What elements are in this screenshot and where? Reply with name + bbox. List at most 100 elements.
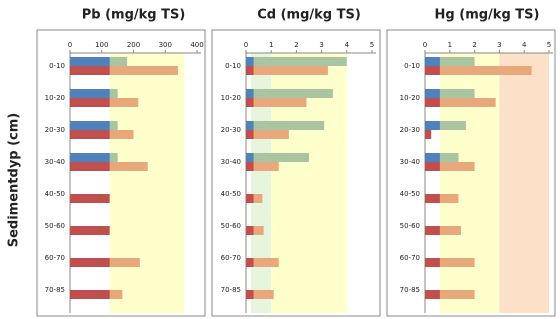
bar bbox=[246, 130, 289, 139]
x-tick-label: 1 bbox=[269, 41, 273, 49]
bar bbox=[425, 66, 440, 75]
bar bbox=[246, 258, 279, 267]
bar bbox=[425, 194, 459, 203]
bar bbox=[70, 194, 110, 203]
y-tick-label: 10-20 bbox=[400, 94, 420, 102]
y-tick-label: 60-70 bbox=[400, 254, 420, 262]
x-tick-label: 4 bbox=[522, 41, 527, 49]
bar bbox=[246, 226, 264, 235]
bar bbox=[425, 57, 475, 66]
y-tick-label: 70-85 bbox=[400, 286, 420, 294]
x-tick-label: 4 bbox=[345, 41, 350, 49]
y-tick-label: 0-10 bbox=[49, 62, 65, 70]
y-tick-label: 50-60 bbox=[221, 222, 241, 230]
bar bbox=[70, 162, 110, 171]
band bbox=[109, 53, 185, 313]
bar bbox=[425, 226, 461, 235]
bar bbox=[425, 162, 440, 171]
y-tick-label: 30-40 bbox=[45, 158, 65, 166]
x-tick-label: 300 bbox=[159, 41, 172, 49]
bar bbox=[425, 258, 440, 267]
x-tick-label: 2 bbox=[294, 41, 298, 49]
x-tick-label: 2 bbox=[472, 41, 476, 49]
bar bbox=[425, 89, 440, 98]
chart-title: Pb (mg/kg TS) bbox=[82, 8, 186, 23]
bar bbox=[425, 194, 440, 203]
bar bbox=[425, 98, 440, 107]
bar bbox=[70, 66, 178, 75]
y-tick-label: 30-40 bbox=[400, 158, 420, 166]
bar bbox=[70, 153, 110, 162]
y-tick-label: 60-70 bbox=[221, 254, 241, 262]
y-tick-label: 40-50 bbox=[400, 190, 420, 198]
bar bbox=[70, 258, 110, 267]
bar bbox=[70, 98, 110, 107]
bar bbox=[70, 66, 110, 75]
bar bbox=[425, 153, 459, 162]
bar bbox=[246, 89, 254, 98]
bar bbox=[425, 121, 466, 130]
y-tick-label: 60-70 bbox=[45, 254, 65, 262]
bar bbox=[246, 194, 263, 203]
bar bbox=[425, 130, 432, 139]
bar bbox=[70, 89, 110, 98]
bar bbox=[246, 153, 254, 162]
band bbox=[499, 53, 549, 313]
y-tick-label: 10-20 bbox=[45, 94, 65, 102]
y-tick-label: 20-30 bbox=[221, 126, 241, 134]
bar bbox=[425, 89, 475, 98]
bar bbox=[246, 57, 347, 66]
bar bbox=[425, 290, 440, 299]
y-axis-title: Sedimentdyp (cm) bbox=[7, 113, 22, 248]
bar bbox=[246, 153, 309, 162]
y-tick-label: 40-50 bbox=[45, 190, 65, 198]
y-tick-label: 70-85 bbox=[45, 286, 65, 294]
y-tick-label: 40-50 bbox=[221, 190, 241, 198]
bar bbox=[246, 121, 254, 130]
bar bbox=[246, 66, 328, 75]
y-tick-label: 10-20 bbox=[221, 94, 241, 102]
bar bbox=[425, 162, 475, 171]
x-tick-label: 400 bbox=[190, 41, 203, 49]
bar bbox=[425, 57, 440, 66]
bar bbox=[70, 130, 110, 139]
bar bbox=[246, 98, 254, 107]
x-tick-label: 200 bbox=[127, 41, 140, 49]
bar bbox=[246, 130, 254, 139]
bar bbox=[246, 57, 254, 66]
bar bbox=[70, 290, 110, 299]
x-tick-label: 3 bbox=[497, 41, 501, 49]
bar bbox=[246, 162, 279, 171]
y-tick-label: 0-10 bbox=[404, 62, 420, 70]
x-tick-label: 5 bbox=[370, 41, 374, 49]
bar bbox=[246, 66, 254, 75]
y-tick-label: 20-30 bbox=[400, 126, 420, 134]
x-tick-label: 0 bbox=[68, 41, 72, 49]
y-tick-label: 50-60 bbox=[45, 222, 65, 230]
y-tick-label: 70-85 bbox=[221, 286, 241, 294]
chart-title: Cd (mg/kg TS) bbox=[257, 8, 361, 23]
bar bbox=[246, 290, 274, 299]
bar bbox=[246, 89, 333, 98]
bar bbox=[246, 194, 254, 203]
band bbox=[251, 53, 272, 313]
bar bbox=[425, 226, 440, 235]
bar bbox=[246, 162, 254, 171]
x-tick-label: 0 bbox=[244, 41, 248, 49]
bar bbox=[70, 226, 110, 235]
bar bbox=[70, 121, 110, 130]
bar bbox=[425, 66, 532, 75]
bar bbox=[246, 226, 254, 235]
x-tick-label: 3 bbox=[319, 41, 323, 49]
bar bbox=[425, 153, 440, 162]
bar bbox=[425, 98, 496, 107]
chart-title: Hg (mg/kg TS) bbox=[435, 8, 540, 23]
bar bbox=[246, 290, 254, 299]
bar bbox=[246, 258, 254, 267]
x-tick-label: 1 bbox=[448, 41, 452, 49]
bar bbox=[425, 121, 440, 130]
x-tick-label: 5 bbox=[547, 41, 551, 49]
bar bbox=[70, 57, 110, 66]
x-tick-label: 0 bbox=[423, 41, 427, 49]
